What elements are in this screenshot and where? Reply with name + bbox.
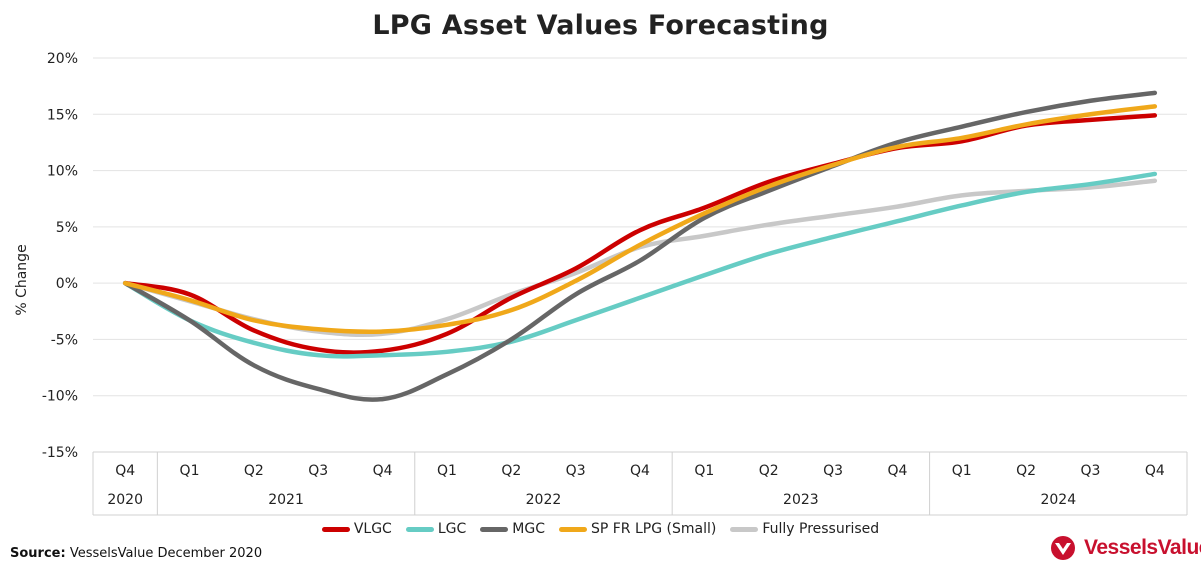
x-tick-label: Q4 [1145, 463, 1165, 479]
x-tick-label: Q3 [823, 463, 843, 479]
series-line-fully-pressurised [122, 178, 1158, 338]
x-tick-label: Q1 [694, 463, 714, 479]
legend-item: SP FR LPG (Small) [558, 521, 717, 537]
x-tick-label: Q1 [952, 463, 972, 479]
series-line-sp-fr-lpg-small [122, 104, 1158, 335]
source-text: VesselsValue December 2020 [69, 546, 263, 561]
chart-title: LPG Asset Values Forecasting [372, 10, 829, 41]
x-tick-label: Q3 [566, 463, 586, 479]
legend-item: LGC [405, 521, 467, 537]
series-line-mgc [122, 90, 1158, 402]
legend-label: Fully Pressurised [762, 521, 880, 537]
series-lines [122, 90, 1158, 402]
x-tick-label: Q4 [887, 463, 907, 479]
y-tick-label: 15% [47, 107, 78, 123]
x-tick-label: Q1 [437, 463, 457, 479]
x-tick-label: Q4 [373, 463, 393, 479]
legend-swatch [321, 526, 350, 532]
year-label: 2021 [268, 492, 304, 508]
y-tick-label: -10% [42, 389, 78, 405]
year-label: 2024 [1040, 492, 1076, 508]
x-tick-label: Q1 [180, 463, 200, 479]
x-tick-label: Q3 [308, 463, 328, 479]
y-tick-label: -5% [51, 332, 78, 348]
series-line-vlgc [122, 113, 1158, 355]
x-tick-label: Q2 [759, 463, 779, 479]
source-label: Source: [10, 546, 66, 561]
legend-label: MGC [512, 521, 545, 537]
legend-swatch [405, 526, 434, 532]
y-tick-label: 0% [56, 276, 78, 292]
logo-mark-icon [1051, 536, 1075, 560]
year-label: 2022 [526, 492, 562, 508]
legend: VLGC LGC MGC SP FR LPG (Small) Fully Pressur… [0, 521, 1201, 537]
grid-lines [93, 57, 1187, 453]
y-tick-label: -15% [42, 445, 78, 461]
x-tick-label: Q2 [501, 463, 521, 479]
source-note: Source: VesselsValue December 2020 [10, 546, 262, 561]
logo-text: VesselsValue [1084, 536, 1201, 559]
y-tick-label: 5% [56, 220, 78, 236]
y-tick-label: 10% [47, 164, 78, 180]
legend-item: VLGC [321, 521, 392, 537]
legend-swatch [480, 526, 509, 532]
legend-item: MGC [480, 521, 545, 537]
y-axis-label: % Change [14, 244, 30, 315]
x-tick-label: Q4 [115, 463, 135, 479]
x-tick-label: Q4 [630, 463, 650, 479]
legend-label: SP FR LPG (Small) [590, 521, 717, 537]
y-tick-label: 20% [47, 51, 78, 67]
legend-item: Fully Pressurised [730, 521, 879, 537]
legend-label: LGC [437, 521, 467, 537]
year-label: 2020 [107, 492, 143, 508]
year-label: 2023 [783, 492, 819, 508]
x-axis: Q4 Q1 Q2 Q3 Q4 Q1 Q2 Q3 Q4 Q1 Q2 Q3 Q4 Q1 Q2 Q3 Q4 2020 20… [92, 451, 1188, 516]
vesselsvalue-logo: VesselsValue [1048, 535, 1201, 561]
series-line-lgc [122, 171, 1158, 359]
legend-swatch [730, 526, 759, 532]
x-tick-label: Q2 [1016, 463, 1036, 479]
x-tick-label: Q3 [1081, 463, 1101, 479]
legend-swatch [558, 526, 587, 532]
x-tick-label: Q2 [244, 463, 264, 479]
y-tick-labels: -15% -10% -5% 0% 5% 10% 15% 20% [42, 51, 78, 461]
legend-label: VLGC [353, 521, 392, 537]
